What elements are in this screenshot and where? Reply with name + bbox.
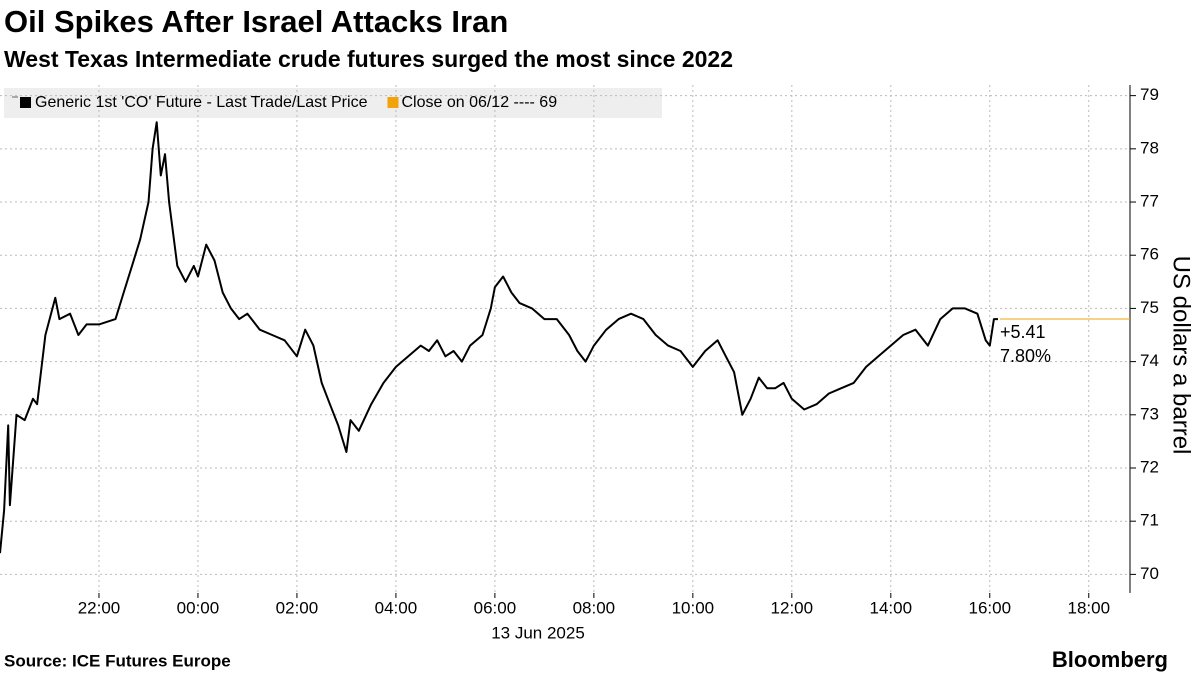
y-tick-label: 72: [1140, 457, 1159, 476]
chart-title: Oil Spikes After Israel Attacks Iran: [4, 4, 508, 39]
x-tick-label: 02:00: [276, 598, 319, 617]
chart-subtitle: West Texas Intermediate crude futures su…: [4, 46, 733, 72]
y-tick-label: 77: [1140, 192, 1159, 211]
x-tick-label: 06:00: [474, 598, 517, 617]
x-tick-label: 22:00: [78, 598, 121, 617]
legend-swatch: [387, 97, 399, 108]
y-axis-label: US dollars a barrel: [1168, 256, 1195, 455]
legend-swatch: [20, 97, 31, 108]
x-tick-label: 14:00: [870, 598, 913, 617]
brand: Bloomberg: [1052, 647, 1168, 672]
x-tick-label: 00:00: [177, 598, 220, 617]
line-series: [0, 121, 998, 554]
x-tick-label: 04:00: [375, 598, 418, 617]
legend-box: [4, 88, 662, 118]
x-tick-label: 12:00: [771, 598, 814, 617]
x-tick-label: 16:00: [969, 598, 1012, 617]
legend-label: Generic 1st 'CO' Future - Last Trade/Las…: [35, 94, 368, 111]
y-tick-label: 74: [1140, 351, 1159, 370]
legend-label: Close on 06/12 ---- 69: [401, 94, 557, 111]
x-tick-label: 18:00: [1067, 598, 1110, 617]
annotation: 7.80%: [1000, 346, 1051, 366]
x-tick-label: 10:00: [672, 598, 715, 617]
y-tick-label: 76: [1140, 245, 1159, 264]
y-tick-label: 79: [1140, 85, 1159, 104]
y-tick-label: 70: [1140, 564, 1159, 583]
y-tick-label: 78: [1140, 138, 1159, 157]
annotation: +5.41: [1000, 322, 1046, 342]
source: Source: ICE Futures Europe: [4, 651, 231, 670]
y-tick-label: 73: [1140, 404, 1159, 423]
x-tick-label: 08:00: [573, 598, 616, 617]
y-tick-label: 71: [1140, 511, 1159, 530]
x-axis-label: 13 Jun 2025: [491, 623, 585, 642]
y-tick-label: 75: [1140, 298, 1159, 317]
